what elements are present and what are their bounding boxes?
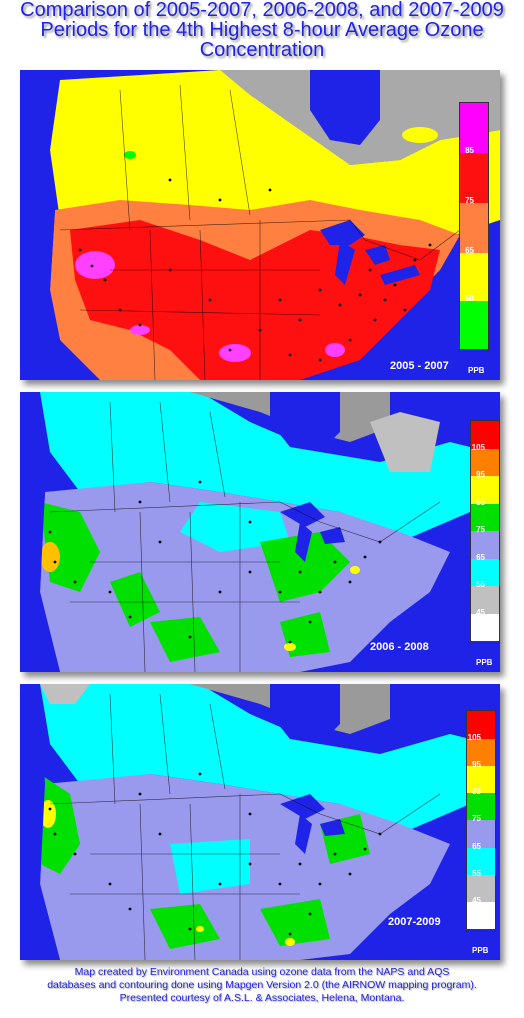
legend-swatch	[471, 531, 499, 559]
footer-line-2: databases and contouring done using Mapg…	[47, 979, 477, 991]
legend-tick: 45	[472, 896, 481, 905]
title-line-2: Periods for the 4th Highest 8-hour Avera…	[40, 19, 484, 41]
title-line-3: Concentration	[199, 39, 325, 61]
legend-tick: 85	[465, 146, 474, 155]
legend-tick: 105	[471, 443, 485, 452]
legend-swatch	[467, 902, 495, 929]
legend-tick: 50	[465, 294, 474, 303]
legend-swatch	[467, 739, 495, 766]
legend-swatch	[471, 421, 499, 449]
legend-tick: 95	[476, 470, 485, 479]
legend-swatch	[471, 504, 499, 531]
page-title: Comparison of 2005-2007, 2006-2008, and …	[0, 0, 524, 60]
legend-tick: 75	[465, 196, 474, 205]
legend-swatch	[460, 253, 488, 301]
map-2006-2008: 105 95 85 75 65 55 45 2006 - 2008 PPB	[20, 392, 500, 672]
legend-swatch	[460, 301, 488, 349]
period-label: 2007-2009	[388, 916, 441, 928]
legend-swatch	[471, 614, 499, 641]
legend-swatch	[460, 153, 488, 203]
legend-tick: 85	[476, 498, 485, 507]
legend-swatch	[471, 559, 499, 586]
legend-swatch	[471, 586, 499, 614]
legend-2005-2007	[459, 102, 489, 352]
legend-tick: 65	[465, 246, 474, 255]
legend-swatch	[467, 820, 495, 848]
legend-swatch	[460, 103, 488, 153]
unit-label: PPB	[476, 658, 493, 667]
legend-swatch	[467, 711, 495, 739]
footer-line-1: Map created by Environment Canada using …	[74, 966, 450, 978]
map-2005-2007-graphic	[20, 70, 500, 380]
legend-tick: 75	[472, 814, 481, 823]
footer-credits: Map created by Environment Canada using …	[0, 966, 524, 1005]
legend-swatch	[467, 793, 495, 820]
legend-tick: 85	[472, 787, 481, 796]
legend-tick: 65	[476, 553, 485, 562]
unit-label: PPB	[468, 366, 485, 375]
map-2007-2009: 105 95 85 75 65 55 45 2007-2009 PPB	[20, 684, 500, 960]
legend-tick: 55	[476, 580, 485, 589]
footer-line-3: Presented courtesy of A.S.L. & Associate…	[119, 992, 405, 1004]
legend-swatch	[460, 203, 488, 253]
legend-tick: 55	[472, 869, 481, 878]
legend-2007-2009	[466, 710, 496, 932]
period-label: 2005 - 2007	[390, 360, 449, 372]
map-2007-2009-graphic	[20, 684, 500, 960]
legend-tick: 45	[476, 608, 485, 617]
title-line-1: Comparison of 2005-2007, 2006-2008, and …	[20, 0, 504, 21]
legend-tick: 65	[472, 842, 481, 851]
legend-tick: 95	[472, 760, 481, 769]
legend-tick: 105	[467, 733, 481, 742]
legend-swatch	[471, 449, 499, 476]
map-2006-2008-graphic	[20, 392, 500, 672]
legend-2006-2008	[470, 420, 500, 644]
legend-swatch	[471, 476, 499, 504]
map-2005-2007: 85 75 65 50 2005 - 2007 PPB	[20, 70, 500, 380]
legend-swatch	[467, 766, 495, 793]
legend-tick: 75	[476, 525, 485, 534]
period-label: 2006 - 2008	[370, 641, 429, 653]
legend-swatch	[467, 875, 495, 902]
legend-swatch	[467, 848, 495, 875]
unit-label: PPB	[472, 946, 489, 955]
